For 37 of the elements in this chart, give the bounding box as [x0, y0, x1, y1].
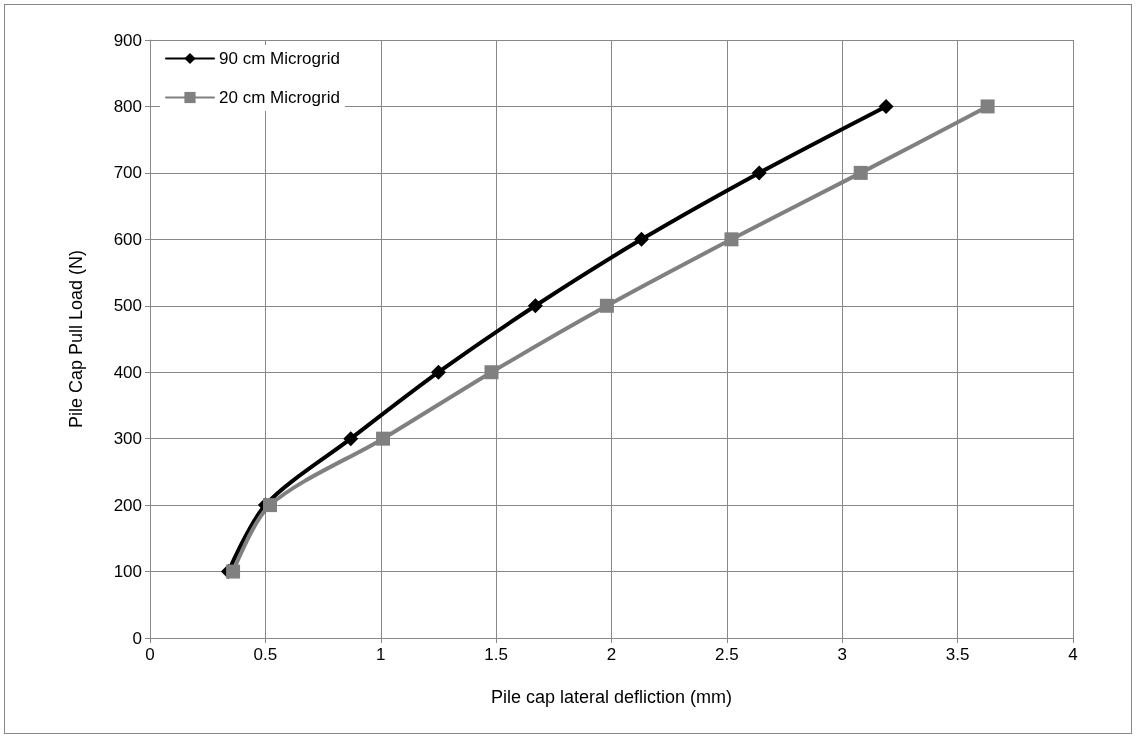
legend-label: 90 cm Microgrid	[219, 49, 340, 68]
legend-label: 20 cm Microgrid	[219, 88, 340, 107]
y-tick-label: 500	[113, 296, 142, 316]
x-tick-label: 0	[145, 645, 155, 664]
y-tick-label: 900	[113, 30, 142, 50]
point	[343, 431, 359, 447]
y-tick-label: 400	[113, 362, 142, 382]
y-tick-label: 300	[113, 429, 142, 449]
point	[376, 431, 391, 446]
y-axis-title: Pile Cap Pull Load (N)	[66, 249, 86, 429]
point	[430, 364, 446, 380]
x-tick-label: 2.5	[715, 645, 739, 664]
point	[980, 99, 995, 114]
point	[853, 165, 868, 180]
x-tick-label: 3.5	[945, 645, 970, 664]
point	[484, 365, 499, 380]
x-tick-label: 0.5	[253, 645, 278, 664]
x-tick-label: 4	[1068, 645, 1078, 664]
x-axis-title: Pile cap lateral defliction (mm)	[490, 687, 733, 707]
y-tick-label: 600	[113, 229, 142, 249]
y-tick-label: 0	[132, 628, 142, 648]
point	[724, 232, 739, 247]
point	[634, 231, 649, 247]
point	[751, 165, 767, 181]
y-tick-label: 100	[113, 562, 142, 582]
x-tick-label: 2	[606, 645, 617, 664]
point	[878, 98, 894, 114]
x-tick-label: 1	[376, 645, 386, 664]
point	[226, 564, 241, 579]
x-tick-label: 3	[837, 645, 847, 664]
point	[599, 298, 614, 313]
x-tick-label: 1.5	[484, 645, 508, 664]
y-tick-label: 200	[113, 495, 142, 515]
y-tick-label: 800	[113, 96, 142, 116]
point	[527, 298, 543, 314]
point	[262, 498, 277, 513]
y-tick-label: 700	[113, 163, 142, 183]
